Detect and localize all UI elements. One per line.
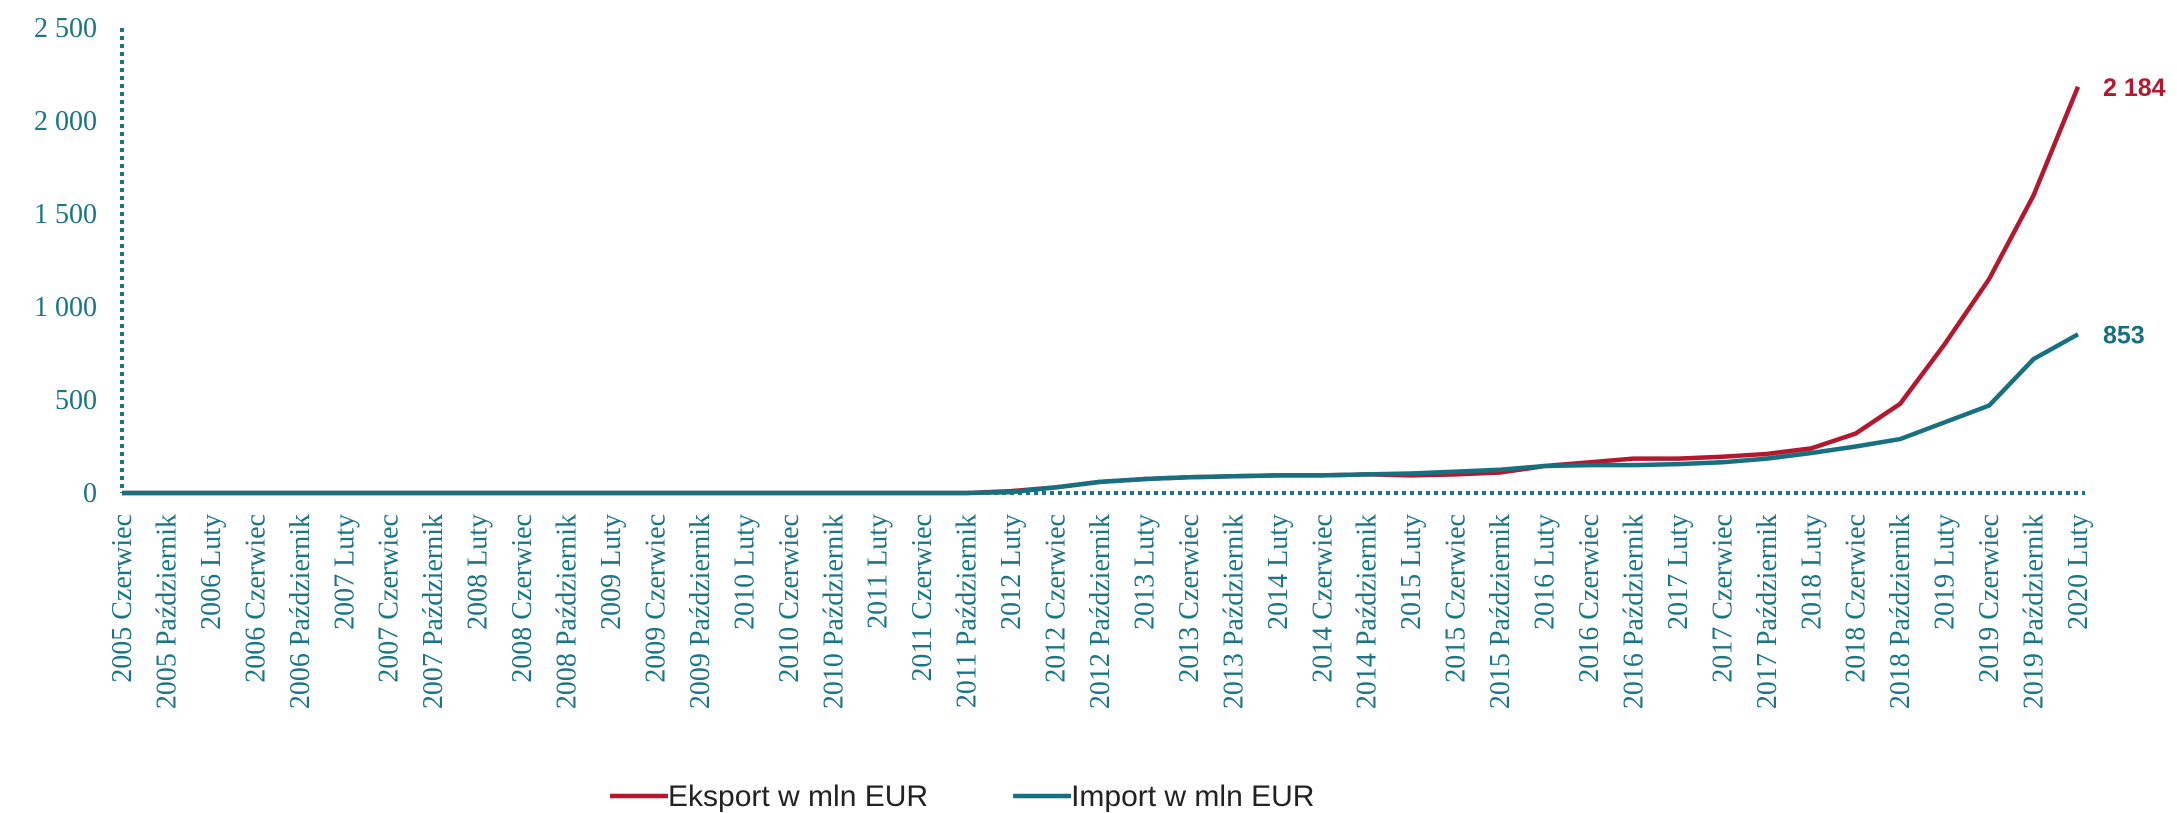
data-line: [122, 332, 2080, 496]
x-tick-label: 2015 Październik: [1485, 514, 1516, 709]
end-label: 853: [2103, 321, 2145, 349]
x-tick-label: 2019 Październik: [2019, 514, 2050, 709]
end-label: 2 184: [2103, 74, 2166, 102]
x-tick-label: 2007 Czerwiec: [374, 514, 405, 683]
x-tick-label: 2006 Luty: [196, 514, 227, 630]
x-tick-label: 2006 Październik: [285, 514, 316, 709]
y-tick-label: 2 000: [34, 106, 97, 137]
x-tick-label: 2009 Październik: [685, 514, 716, 709]
x-tick-label: 2006 Czerwiec: [240, 514, 271, 683]
x-tick-label: 2017 Październik: [1752, 514, 1783, 709]
x-tick-label: 2010 Luty: [729, 514, 760, 630]
x-tick-label: 2017 Czerwiec: [1707, 514, 1738, 683]
legend-label: Import w mln EUR: [1071, 780, 1314, 813]
x-tick-label: 2013 Październik: [1218, 514, 1249, 709]
x-tick-label: 2009 Czerwiec: [640, 514, 671, 683]
x-tick-label: 2016 Czerwiec: [1574, 514, 1605, 683]
y-tick-label: 0: [83, 478, 97, 509]
y-tick-label: 500: [55, 385, 97, 416]
x-tick-label: 2015 Luty: [1396, 514, 1427, 630]
y-tick-label: 1 000: [34, 292, 97, 323]
x-tick-label: 2015 Czerwiec: [1441, 514, 1472, 683]
x-tick-label: 2013 Czerwiec: [1174, 514, 1205, 683]
x-tick-label: 2012 Czerwiec: [1041, 514, 1072, 683]
x-tick-label: 2019 Czerwiec: [1974, 514, 2005, 683]
data-line: [122, 85, 2081, 496]
x-tick-label: 2011 Czerwiec: [907, 514, 938, 682]
x-tick-label: 2008 Październik: [552, 514, 583, 709]
x-tick-label: 2014 Czerwiec: [1307, 514, 1338, 683]
y-tick-label: 2 500: [34, 13, 97, 44]
x-tick-label: 2008 Czerwiec: [507, 514, 538, 683]
x-tick-label: 2007 Październik: [418, 514, 449, 709]
x-tick-label: 2018 Luty: [1796, 514, 1827, 630]
x-tick-label: 2016 Luty: [1530, 514, 1561, 630]
x-tick-label: 2018 Czerwiec: [1841, 514, 1872, 683]
x-tick-label: 2016 Październik: [1618, 514, 1649, 709]
legend-label: Eksport w mln EUR: [668, 780, 928, 813]
x-tick-label: 2013 Luty: [1129, 514, 1160, 630]
x-tick-label: 2012 Październik: [1085, 514, 1116, 709]
x-tick-label: 2005 Październik: [151, 514, 182, 709]
x-tick-label: 2018 Październik: [1885, 514, 1916, 709]
x-tick-label: 2019 Luty: [1930, 514, 1961, 630]
x-tick-label: 2011 Październik: [952, 514, 983, 708]
x-tick-label: 2009 Luty: [596, 514, 627, 630]
x-tick-label: 2014 Październik: [1352, 514, 1383, 709]
x-tick-label: 2014 Luty: [1263, 514, 1294, 630]
x-tick-label: 2010 Czerwiec: [774, 514, 805, 683]
y-tick-label: 1 500: [34, 199, 97, 230]
x-tick-label: 2008 Luty: [463, 514, 494, 630]
x-tick-label: 2005 Czerwiec: [107, 514, 138, 683]
x-tick-label: 2012 Luty: [996, 514, 1027, 630]
x-tick-label: 2017 Luty: [1663, 514, 1694, 630]
x-tick-label: 2011 Luty: [863, 514, 894, 629]
x-tick-label: 2020 Luty: [2063, 514, 2094, 630]
x-tick-label: 2007 Luty: [329, 514, 360, 630]
x-tick-label: 2010 Październik: [818, 514, 849, 709]
